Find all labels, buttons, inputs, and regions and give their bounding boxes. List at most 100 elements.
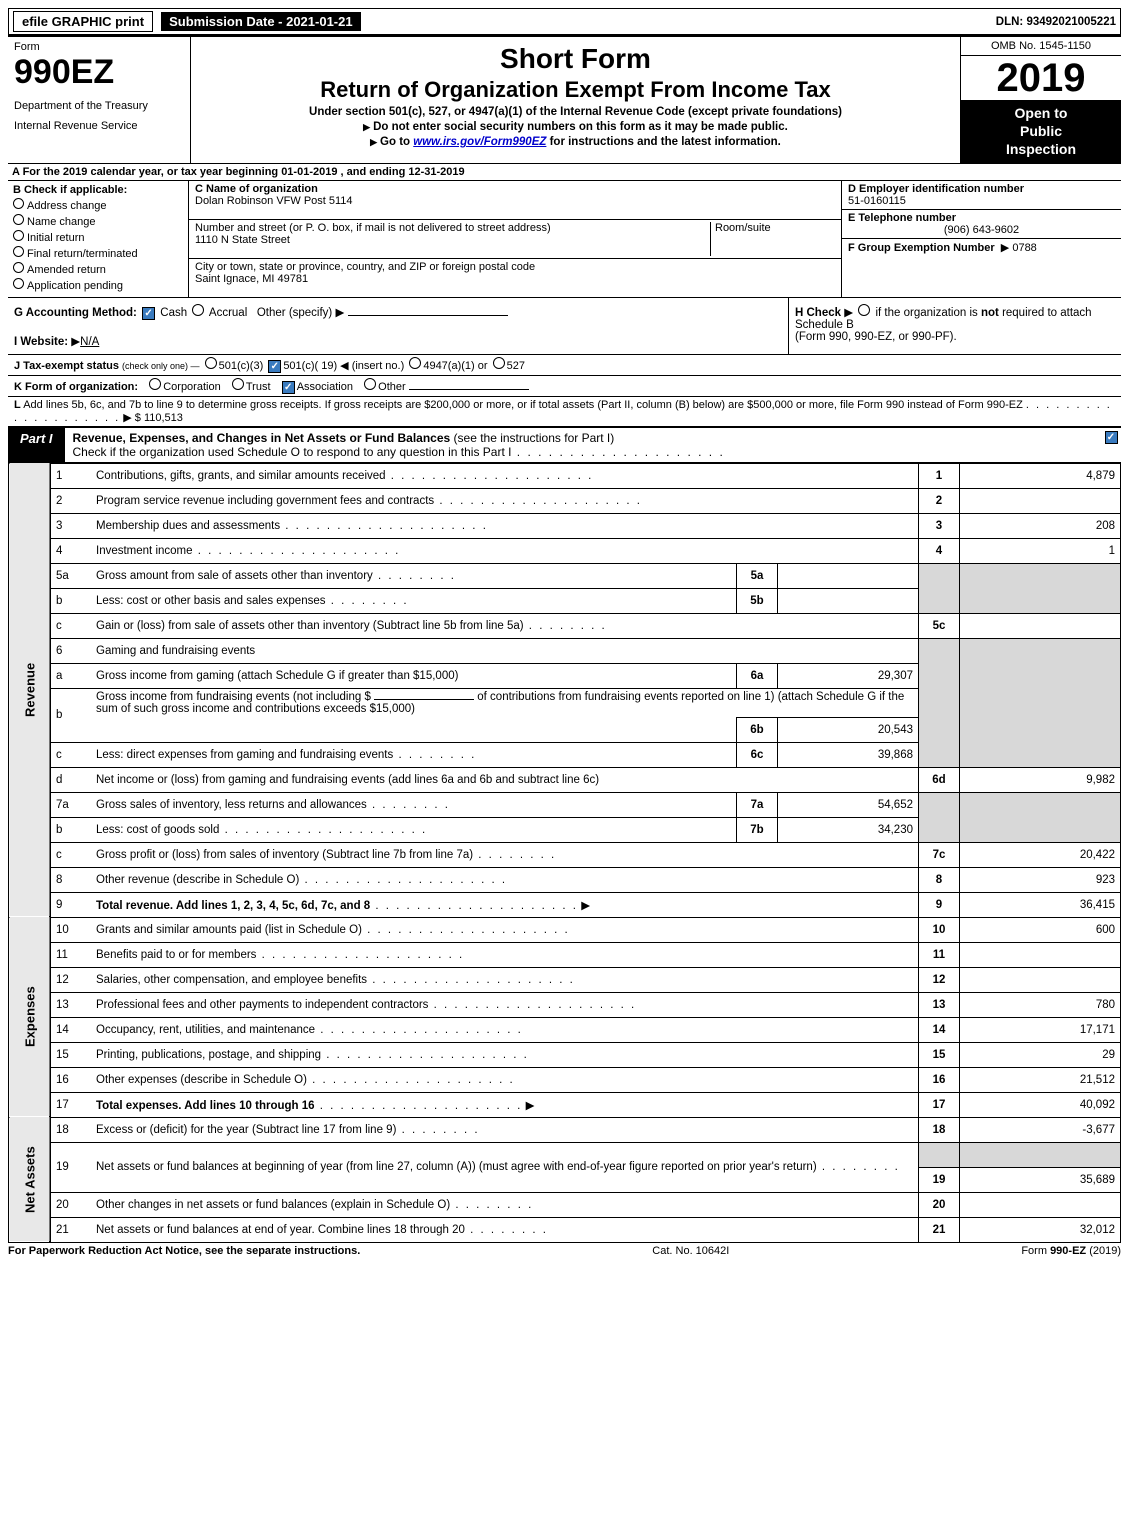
cb-initial-return[interactable]: Initial return bbox=[13, 230, 183, 244]
irs-link[interactable]: www.irs.gov/Form990EZ bbox=[413, 136, 546, 148]
g-other-input[interactable] bbox=[348, 315, 508, 316]
l6a-sn: 6a bbox=[737, 663, 778, 688]
org-name: Dolan Robinson VFW Post 5114 bbox=[195, 195, 835, 207]
cb-application-pending[interactable]: Application pending bbox=[13, 278, 183, 292]
l6b-num: b bbox=[50, 688, 91, 742]
g-cash-label: Cash bbox=[160, 307, 187, 319]
l1-rnum: 1 bbox=[919, 463, 960, 488]
cb-address-change[interactable]: Address change bbox=[13, 198, 183, 212]
l6d-rnum: 6d bbox=[919, 767, 960, 792]
org-name-label: C Name of organization bbox=[195, 183, 835, 195]
l4-rnum: 4 bbox=[919, 538, 960, 563]
g-accrual-check[interactable] bbox=[192, 304, 204, 316]
l16-rnum: 16 bbox=[919, 1067, 960, 1092]
j-4947-check[interactable] bbox=[409, 357, 421, 369]
l5b-num: b bbox=[50, 588, 91, 613]
l13-value: 780 bbox=[960, 992, 1121, 1017]
l6b-desc1: Gross income from fundraising events (no… bbox=[96, 691, 371, 703]
part1-header: Part I Revenue, Expenses, and Changes in… bbox=[8, 428, 1121, 463]
k-corp-check[interactable] bbox=[149, 378, 161, 390]
l1-num: 1 bbox=[50, 463, 91, 488]
l5b-sn: 5b bbox=[737, 588, 778, 613]
l14-num: 14 bbox=[50, 1017, 91, 1042]
l16-desc: Other expenses (describe in Schedule O) bbox=[96, 1074, 307, 1086]
l1-value: 4,879 bbox=[960, 463, 1121, 488]
l4-desc: Investment income bbox=[96, 545, 193, 557]
header-right: OMB No. 1545-1150 2019 Open to Public In… bbox=[960, 37, 1121, 163]
l7c-value: 20,422 bbox=[960, 842, 1121, 867]
j-4947: 4947(a)(1) or bbox=[423, 360, 487, 372]
j-501c3-check[interactable] bbox=[205, 357, 217, 369]
l7a-sv: 54,652 bbox=[778, 792, 919, 817]
l20-rnum: 20 bbox=[919, 1192, 960, 1217]
l6c-desc: Less: direct expenses from gaming and fu… bbox=[96, 749, 393, 761]
l2-value bbox=[960, 488, 1121, 513]
l5c-desc: Gain or (loss) from sale of assets other… bbox=[96, 620, 524, 632]
l18-num: 18 bbox=[50, 1117, 91, 1142]
submission-date-button[interactable]: Submission Date - 2021-01-21 bbox=[161, 12, 361, 31]
l15-desc: Printing, publications, postage, and shi… bbox=[96, 1049, 321, 1061]
l21-value: 32,012 bbox=[960, 1217, 1121, 1242]
g-cash-check[interactable] bbox=[142, 307, 155, 320]
l5b-sv bbox=[778, 588, 919, 613]
l7b-num: b bbox=[50, 817, 91, 842]
goto-pre: Go to bbox=[370, 136, 413, 148]
row-l: L Add lines 5b, 6c, and 7b to line 9 to … bbox=[8, 397, 1121, 428]
l6a-desc: Gross income from gaming (attach Schedul… bbox=[96, 670, 458, 682]
l7ab-grey bbox=[919, 792, 960, 842]
l7c-rnum: 7c bbox=[919, 842, 960, 867]
k-assoc: Association bbox=[297, 381, 353, 393]
dept-irs: Internal Revenue Service bbox=[14, 120, 184, 132]
column-d-e-f: D Employer identification number 51-0160… bbox=[841, 181, 1121, 297]
l7a-num: 7a bbox=[50, 792, 91, 817]
l18-value: -3,677 bbox=[960, 1117, 1121, 1142]
j-501c-check[interactable] bbox=[268, 360, 281, 373]
efile-graphic-print-button[interactable]: efile GRAPHIC print bbox=[13, 11, 153, 32]
l4-num: 4 bbox=[50, 538, 91, 563]
tax-year: 2019 bbox=[961, 56, 1121, 100]
dln-label: DLN: 93492021005221 bbox=[996, 16, 1116, 28]
cb-final-return[interactable]: Final return/terminated bbox=[13, 246, 183, 260]
k-assoc-check[interactable] bbox=[282, 381, 295, 394]
l3-num: 3 bbox=[50, 513, 91, 538]
info-grid: B Check if applicable: Address change Na… bbox=[8, 181, 1121, 298]
l21-desc: Net assets or fund balances at end of ye… bbox=[96, 1224, 465, 1236]
cb-name-change[interactable]: Name change bbox=[13, 214, 183, 228]
l19-desc: Net assets or fund balances at beginning… bbox=[96, 1161, 817, 1173]
j-527-check[interactable] bbox=[493, 357, 505, 369]
l9-num: 9 bbox=[50, 892, 91, 917]
k-other-check[interactable] bbox=[364, 378, 376, 390]
ein-label: D Employer identification number bbox=[848, 183, 1024, 195]
l5a-desc: Gross amount from sale of assets other t… bbox=[96, 570, 373, 582]
l11-rnum: 11 bbox=[919, 942, 960, 967]
l7c-desc: Gross profit or (loss) from sales of inv… bbox=[96, 849, 473, 861]
l6d-num: d bbox=[50, 767, 91, 792]
l8-desc: Other revenue (describe in Schedule O) bbox=[96, 874, 299, 886]
l14-value: 17,171 bbox=[960, 1017, 1121, 1042]
l8-value: 923 bbox=[960, 867, 1121, 892]
l6-desc: Gaming and fundraising events bbox=[96, 645, 255, 657]
open-to-public-inspection: Open to Public Inspection bbox=[961, 100, 1121, 163]
h-check[interactable] bbox=[858, 304, 870, 316]
k-trust-check[interactable] bbox=[232, 378, 244, 390]
l3-rnum: 3 bbox=[919, 513, 960, 538]
part1-schedule-o-check[interactable] bbox=[1105, 431, 1118, 444]
form-label: Form bbox=[14, 41, 184, 53]
k-other-input[interactable] bbox=[409, 389, 529, 390]
l17-num: 17 bbox=[50, 1092, 91, 1117]
room-suite: Room/suite bbox=[710, 222, 835, 256]
i-website-value: N/A bbox=[80, 336, 99, 348]
row-j: J Tax-exempt status (check only one) — 5… bbox=[8, 355, 1121, 376]
l1-desc: Contributions, gifts, grants, and simila… bbox=[96, 470, 386, 482]
k-label: K Form of organization: bbox=[14, 381, 138, 393]
l6b-blank[interactable] bbox=[374, 699, 474, 700]
l10-num: 10 bbox=[50, 917, 91, 942]
form-number: 990EZ bbox=[14, 53, 184, 92]
group-exemption-value: 0788 bbox=[1012, 242, 1036, 254]
header-left: Form 990EZ Department of the Treasury In… bbox=[8, 37, 191, 163]
cb-amended-return[interactable]: Amended return bbox=[13, 262, 183, 276]
l10-desc: Grants and similar amounts paid (list in… bbox=[96, 924, 362, 936]
omb-number: OMB No. 1545-1150 bbox=[961, 37, 1121, 56]
l5c-num: c bbox=[50, 613, 91, 638]
l6-grey-val bbox=[960, 638, 1121, 767]
